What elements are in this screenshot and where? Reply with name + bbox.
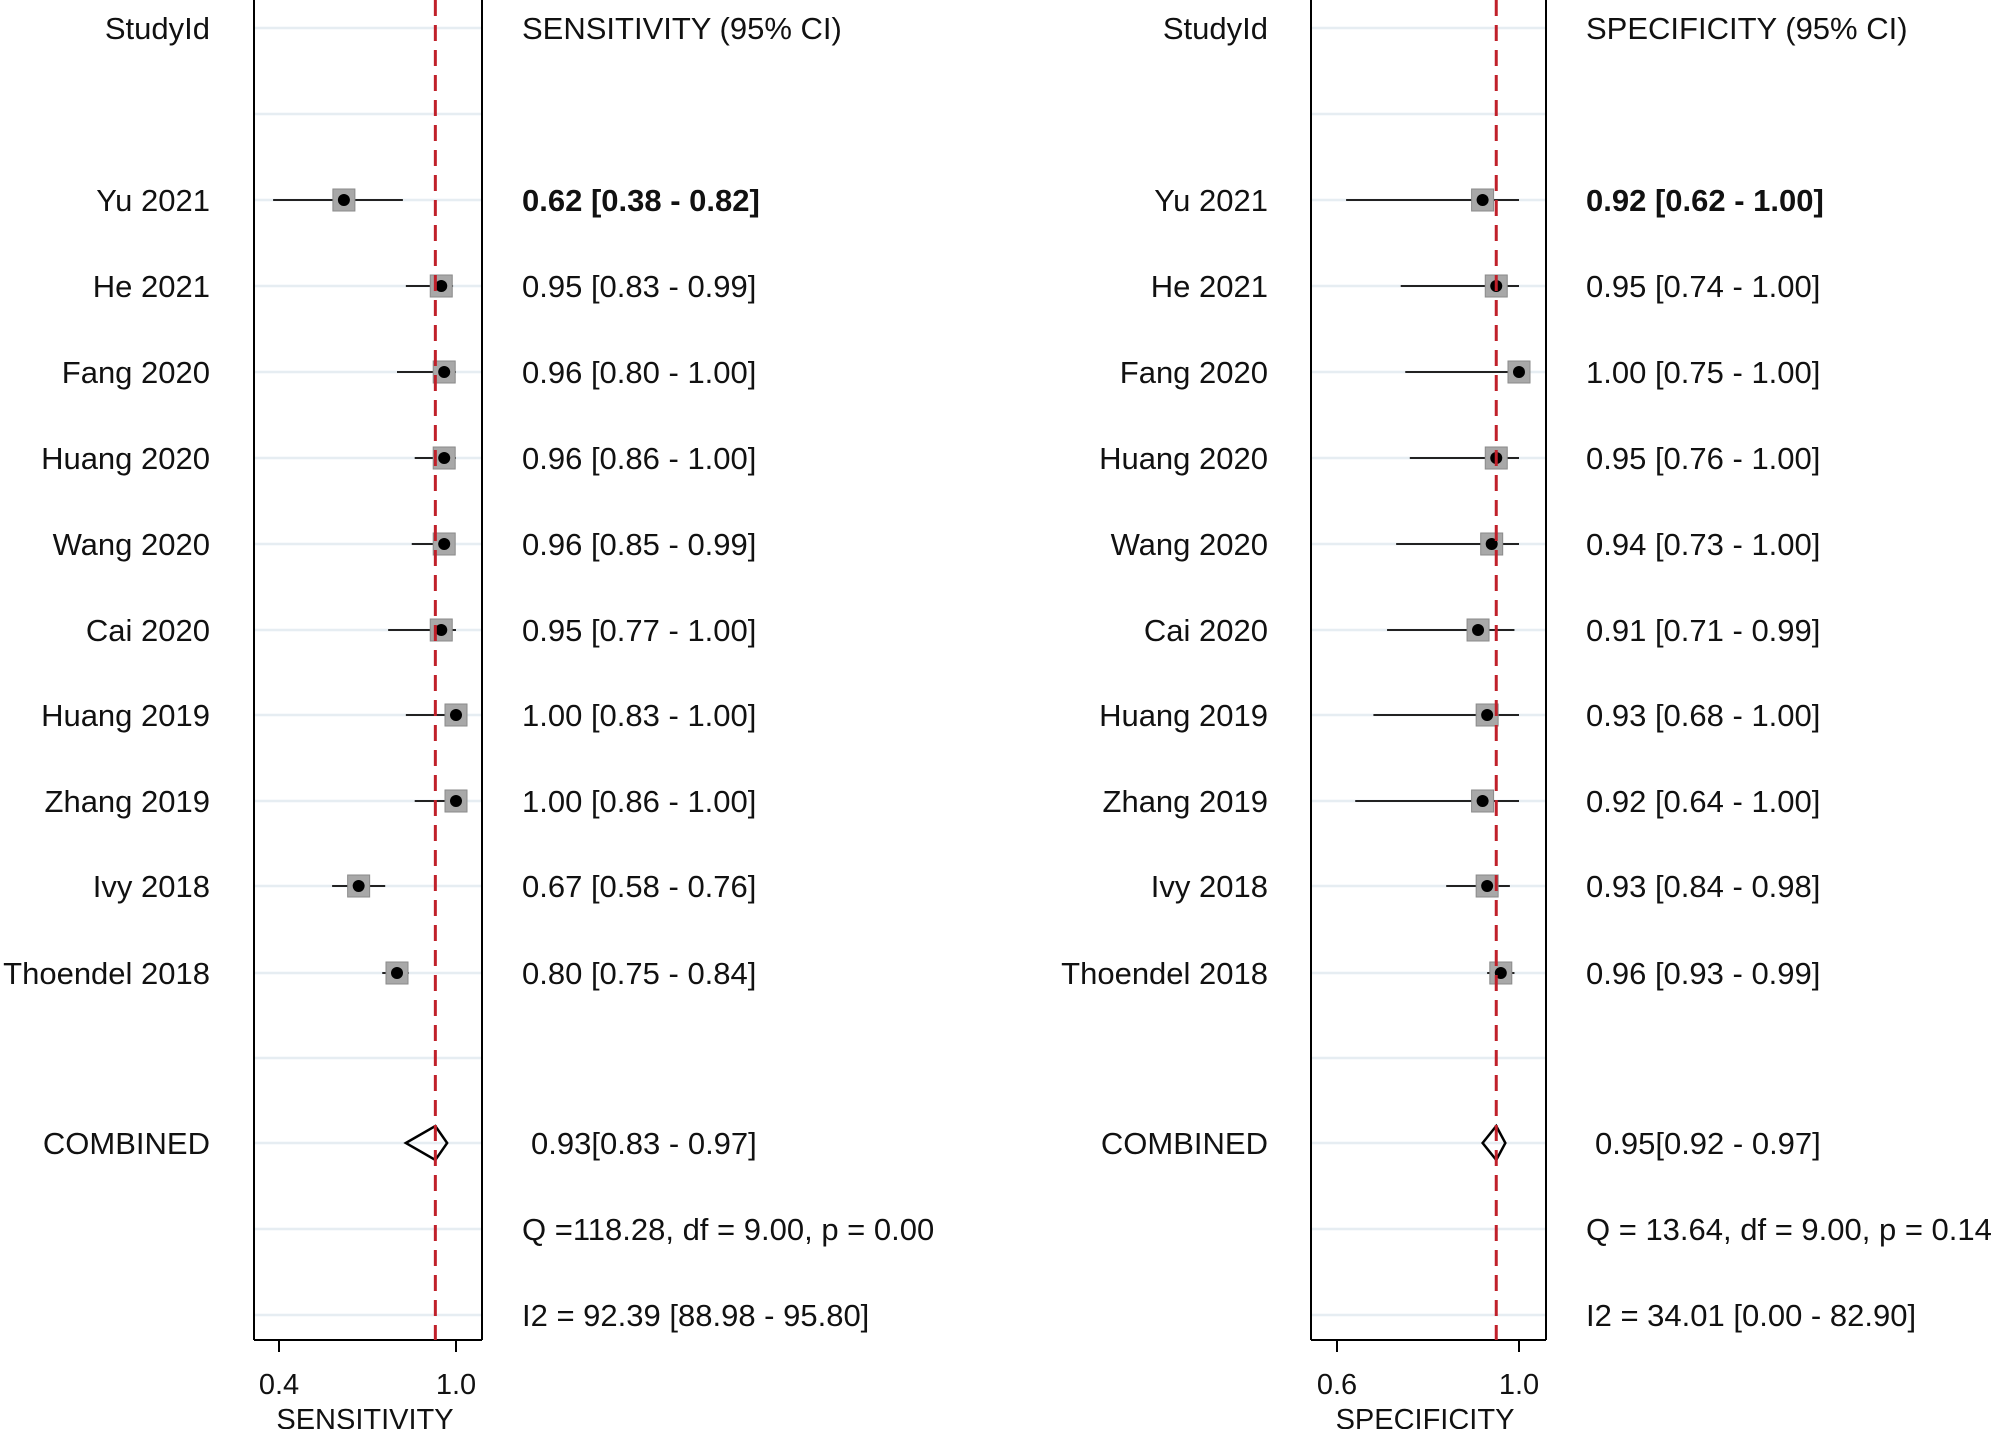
point-estimate xyxy=(1472,624,1485,636)
point-estimate xyxy=(1494,967,1507,979)
study-name: He 2021 xyxy=(1151,269,1268,304)
study-estimate-label: 0.67 [0.58 - 0.76] xyxy=(522,869,756,904)
study-estimate-label: 0.95 [0.83 - 0.99] xyxy=(522,269,756,304)
study-name: Huang 2020 xyxy=(1099,441,1268,476)
point-estimate xyxy=(435,280,448,292)
study-name: Fang 2020 xyxy=(62,355,210,390)
study-name: Fang 2020 xyxy=(1120,355,1268,390)
heterogeneity-q: Q =118.28, df = 9.00, p = 0.00 xyxy=(522,1212,934,1247)
study-name: Ivy 2018 xyxy=(1151,869,1268,904)
study-estimate-label: 0.94 [0.73 - 1.00] xyxy=(1586,527,1820,562)
study-name: Cai 2020 xyxy=(1144,613,1268,648)
study-estimate-label: 0.93 [0.68 - 1.00] xyxy=(1586,698,1820,733)
heterogeneity-i2: I2 = 34.01 [0.00 - 82.90] xyxy=(1586,1298,1916,1333)
x-axis-label: SENSITIVITY xyxy=(276,1404,453,1429)
study-name: Huang 2019 xyxy=(41,698,210,733)
combined-label: COMBINED xyxy=(43,1126,210,1161)
point-estimate xyxy=(352,880,365,892)
point-estimate xyxy=(438,452,451,464)
study-estimate-label: 0.96 [0.80 - 1.00] xyxy=(522,355,756,390)
study-name: Huang 2020 xyxy=(41,441,210,476)
study-estimate-label: 0.92 [0.64 - 1.00] xyxy=(1586,784,1820,819)
study-id-header: StudyId xyxy=(1163,11,1268,46)
study-estimate-label: 0.96 [0.86 - 1.00] xyxy=(522,441,756,476)
combined-estimate-label: 0.93[0.83 - 0.97] xyxy=(531,1126,757,1161)
point-estimate xyxy=(1481,709,1494,721)
study-estimate-label: 0.91 [0.71 - 0.99] xyxy=(1586,613,1820,648)
point-estimate xyxy=(450,709,462,721)
study-estimate-label: 0.95 [0.77 - 1.00] xyxy=(522,613,756,648)
x-tick-label: 1.0 xyxy=(436,1369,476,1401)
study-estimate-label: 0.93 [0.84 - 0.98] xyxy=(1586,869,1820,904)
point-estimate xyxy=(438,538,451,550)
study-name: Ivy 2018 xyxy=(93,869,210,904)
combined-label: COMBINED xyxy=(1101,1126,1268,1161)
combined-diamond xyxy=(1480,1123,1507,1163)
point-estimate xyxy=(337,194,350,206)
study-estimate-label: 1.00 [0.75 - 1.00] xyxy=(1586,355,1820,390)
study-name: Thoendel 2018 xyxy=(3,956,210,991)
study-name: He 2021 xyxy=(93,269,210,304)
study-name: Yu 2021 xyxy=(1154,183,1268,218)
study-estimate-label: 0.62 [0.38 - 0.82] xyxy=(522,183,760,218)
study-estimate-label: 0.80 [0.75 - 0.84] xyxy=(522,956,756,991)
study-estimate-label: 0.96 [0.85 - 0.99] xyxy=(522,527,756,562)
estimate-header: SPECIFICITY (95% CI) xyxy=(1586,11,1908,46)
study-estimate-label: 0.95 [0.76 - 1.00] xyxy=(1586,441,1820,476)
heterogeneity-i2: I2 = 92.39 [88.98 - 95.80] xyxy=(522,1298,869,1333)
study-name: Wang 2020 xyxy=(1111,527,1268,562)
point-estimate xyxy=(1476,795,1489,807)
point-estimate xyxy=(1476,194,1489,206)
study-name: Zhang 2019 xyxy=(45,784,210,819)
study-name: Yu 2021 xyxy=(96,183,210,218)
x-tick-label: 0.6 xyxy=(1317,1369,1357,1401)
study-name: Cai 2020 xyxy=(86,613,210,648)
study-name: Huang 2019 xyxy=(1099,698,1268,733)
point-estimate xyxy=(435,624,448,636)
study-id-header: StudyId xyxy=(105,11,210,46)
study-name: Thoendel 2018 xyxy=(1061,956,1268,991)
study-estimate-label: 0.96 [0.93 - 0.99] xyxy=(1586,956,1820,991)
point-estimate xyxy=(438,366,451,378)
x-tick-label: 0.4 xyxy=(259,1369,299,1401)
point-estimate xyxy=(450,795,462,807)
point-estimate xyxy=(1485,538,1498,550)
study-estimate-label: 0.92 [0.62 - 1.00] xyxy=(1586,183,1824,218)
point-estimate xyxy=(1513,366,1525,378)
study-estimate-label: 1.00 [0.86 - 1.00] xyxy=(522,784,756,819)
x-axis-label: SPECIFICITY xyxy=(1336,1404,1515,1429)
combined-estimate-label: 0.95[0.92 - 0.97] xyxy=(1595,1126,1821,1161)
estimate-header: SENSITIVITY (95% CI) xyxy=(522,11,842,46)
x-tick-label: 1.0 xyxy=(1499,1369,1539,1401)
study-estimate-label: 0.95 [0.74 - 1.00] xyxy=(1586,269,1820,304)
point-estimate xyxy=(1481,880,1494,892)
heterogeneity-q: Q = 13.64, df = 9.00, p = 0.14 xyxy=(1586,1212,1992,1247)
study-name: Wang 2020 xyxy=(53,527,210,562)
point-estimate xyxy=(391,967,403,979)
study-name: Zhang 2019 xyxy=(1103,784,1268,819)
study-estimate-label: 1.00 [0.83 - 1.00] xyxy=(522,698,756,733)
combined-diamond xyxy=(403,1124,449,1162)
